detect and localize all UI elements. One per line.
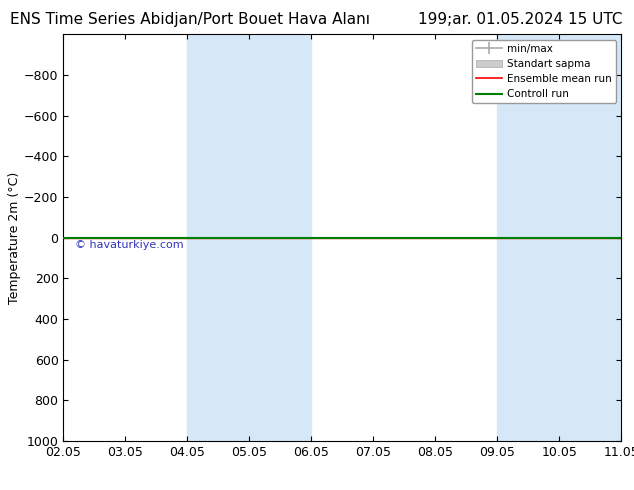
Text: © havaturkiye.com: © havaturkiye.com	[75, 240, 183, 250]
Legend: min/max, Standart sapma, Ensemble mean run, Controll run: min/max, Standart sapma, Ensemble mean r…	[472, 40, 616, 103]
Y-axis label: Temperature 2m (°C): Temperature 2m (°C)	[8, 172, 22, 304]
Text: ENS Time Series Abidjan/Port Bouet Hava Alanı: ENS Time Series Abidjan/Port Bouet Hava …	[10, 12, 370, 27]
Bar	[188, 34, 311, 441]
Bar	[497, 34, 621, 441]
Text: 199;ar. 01.05.2024 15 UTC: 199;ar. 01.05.2024 15 UTC	[418, 12, 622, 27]
